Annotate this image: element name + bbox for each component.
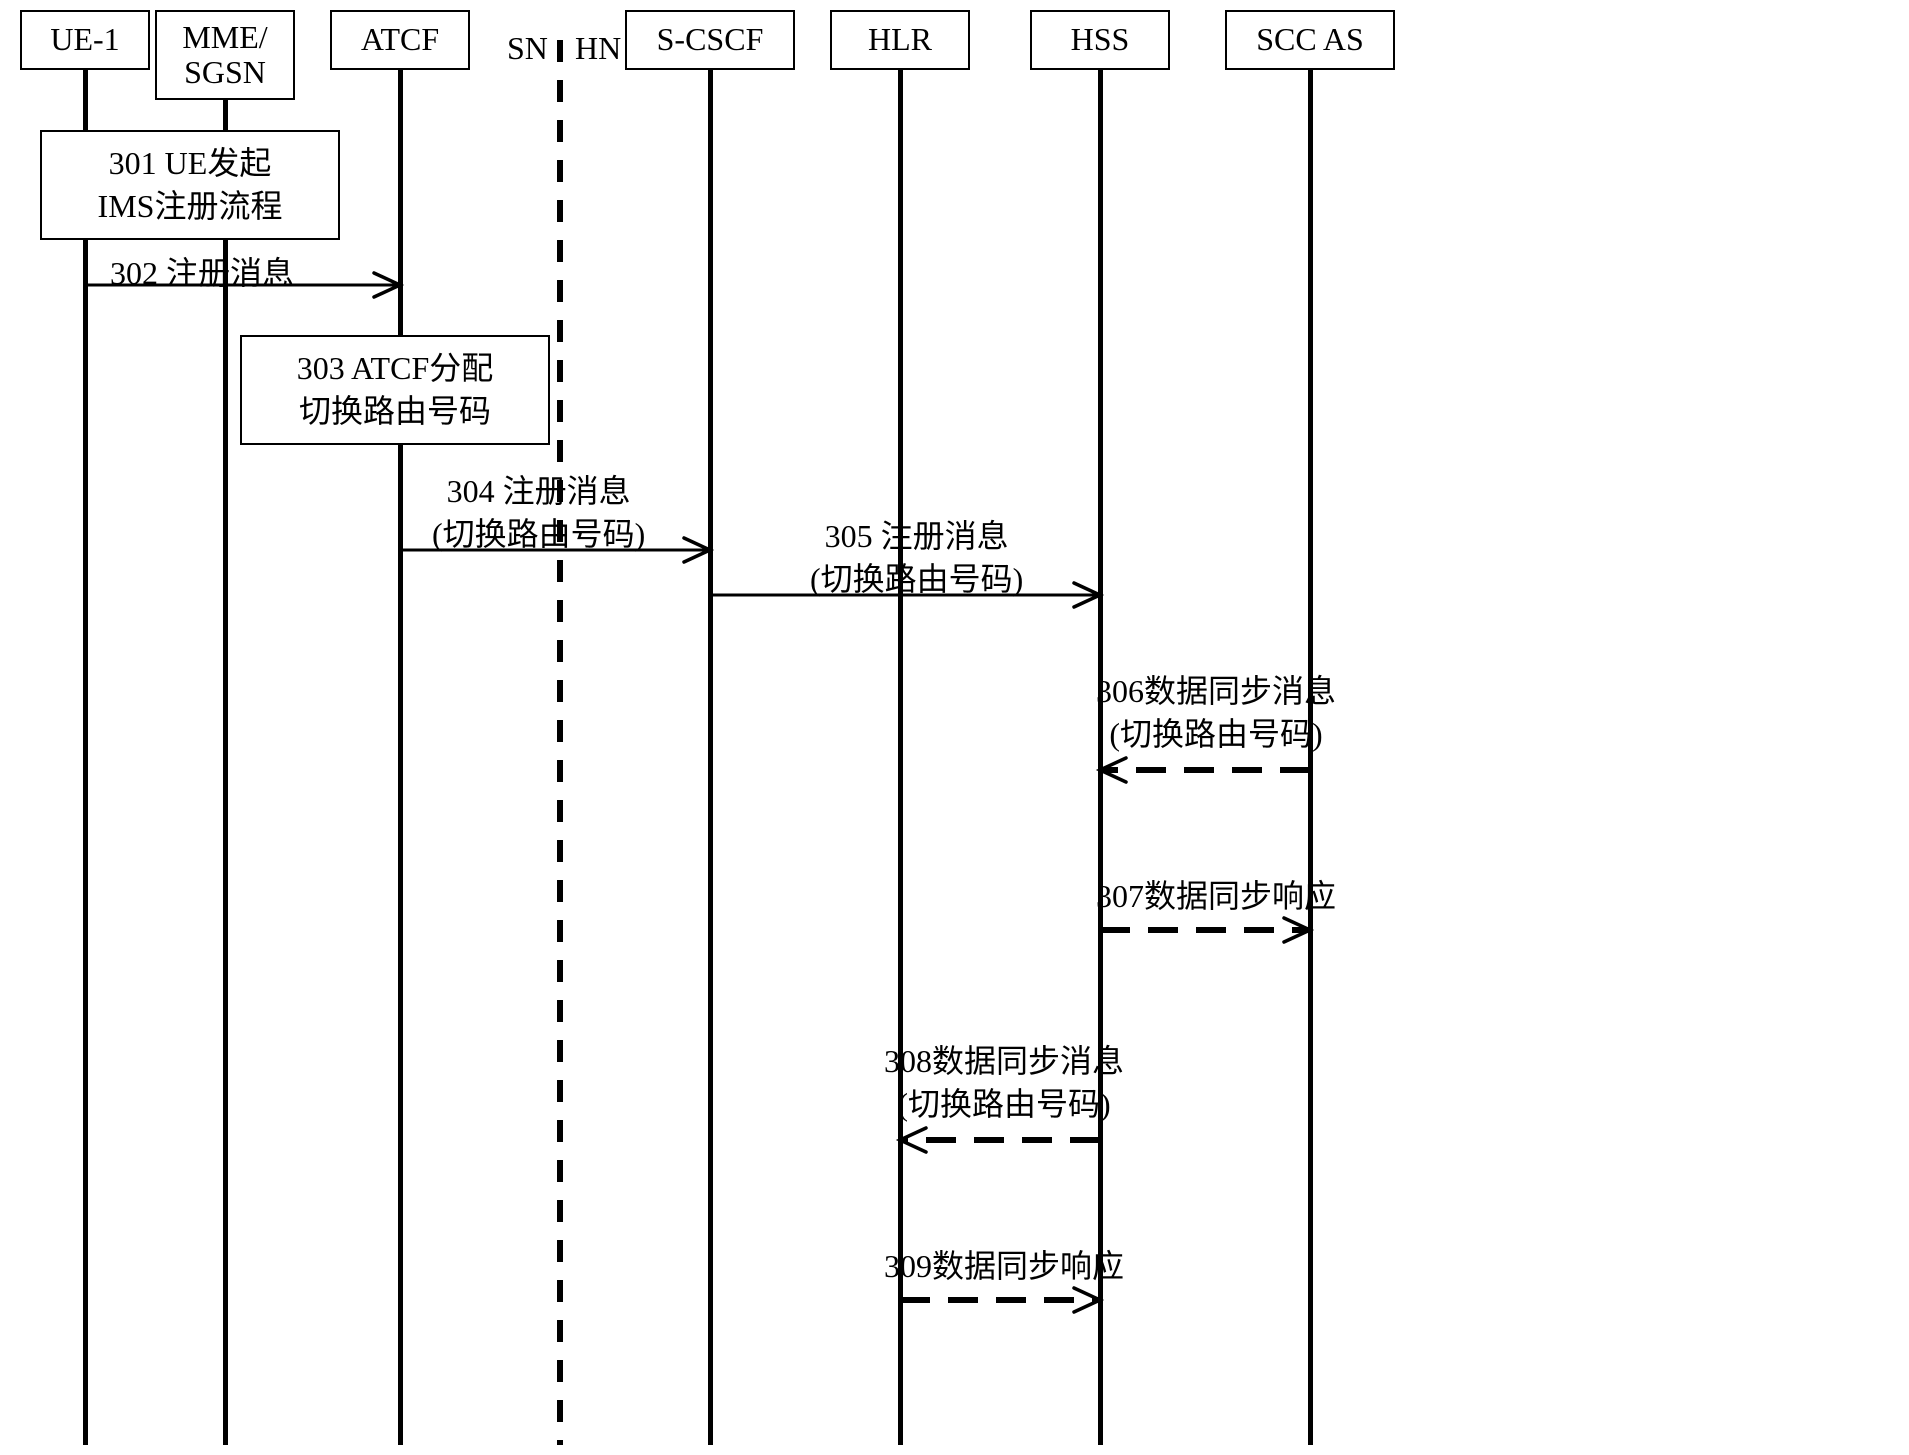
- message-label-m308: 308数据同步消息(切换路由号码): [884, 1040, 1124, 1126]
- note-n301: 301 UE发起IMS注册流程: [40, 130, 340, 240]
- lifeline-atcf: [398, 68, 403, 1445]
- participant-atcf: ATCF: [330, 10, 470, 70]
- participant-label: UE-1: [50, 22, 119, 57]
- participant-mme: MME/ SGSN: [155, 10, 295, 100]
- participant-label: SCC AS: [1256, 22, 1364, 57]
- participant-label: HLR: [868, 22, 932, 57]
- participant-ue1: UE-1: [20, 10, 150, 70]
- domain-sn-label: SN: [507, 30, 548, 67]
- sequence-diagram: SN HN UE-1 MME/ SGSN ATCF S-CSCF HLR HSS SCC A…: [0, 0, 1909, 1455]
- note-text: 301 UE发起IMS注册流程: [98, 142, 283, 228]
- note-n303: 303 ATCF分配切换路由号码: [240, 335, 550, 445]
- domain-hn-label: HN: [575, 30, 621, 67]
- participant-scscf: S-CSCF: [625, 10, 795, 70]
- participant-hss: HSS: [1030, 10, 1170, 70]
- message-label-m306: 306数据同步消息(切换路由号码): [1096, 670, 1336, 756]
- message-label-m307: 307数据同步响应: [1096, 875, 1336, 918]
- participant-hlr: HLR: [830, 10, 970, 70]
- message-label-m304: 304 注册消息(切换路由号码): [432, 470, 645, 556]
- participant-sccas: SCC AS: [1225, 10, 1395, 70]
- lifeline-sccas: [1308, 68, 1313, 1445]
- lifeline-mme: [223, 98, 228, 1445]
- participant-label: MME/ SGSN: [182, 20, 267, 90]
- participant-label: ATCF: [361, 22, 439, 57]
- lifeline-hlr: [898, 68, 903, 1445]
- message-label-m305: 305 注册消息(切换路由号码): [810, 515, 1023, 601]
- lifeline-hss: [1098, 68, 1103, 1445]
- participant-label: S-CSCF: [657, 22, 764, 57]
- participant-label: HSS: [1071, 22, 1130, 57]
- lifeline-ue1: [83, 68, 88, 1445]
- message-label-m302: 302 注册消息: [110, 252, 294, 295]
- message-label-m309: 309数据同步响应: [884, 1245, 1124, 1288]
- lifeline-scscf: [708, 68, 713, 1445]
- note-text: 303 ATCF分配切换路由号码: [297, 347, 494, 433]
